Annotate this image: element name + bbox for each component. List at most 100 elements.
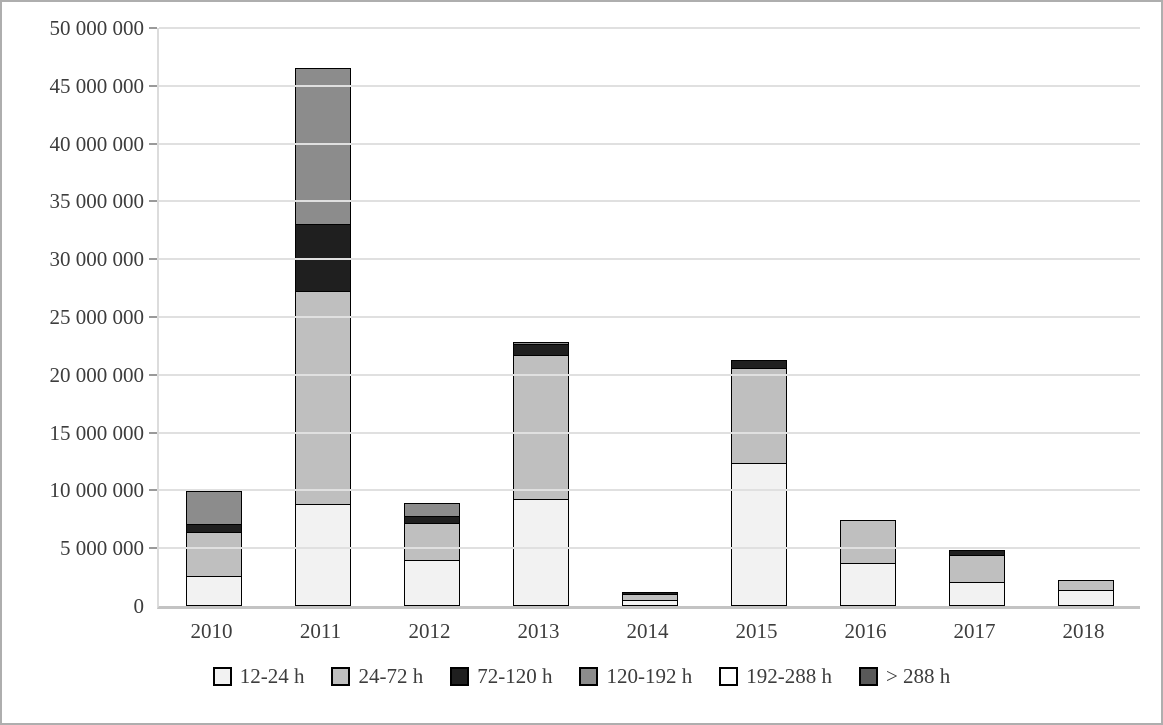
y-tick-label: 10 000 000 <box>49 478 145 503</box>
legend-swatch <box>579 667 599 686</box>
x-tick-label: 2012 <box>408 619 451 643</box>
bar-segment <box>512 355 569 500</box>
y-tick <box>149 431 157 434</box>
x-tick-label: 2017 <box>953 619 996 643</box>
x-axis: 2010 2011 2012 2013 2014 2015 2016 2017 2018 <box>157 619 1138 644</box>
legend-swatch <box>858 667 878 686</box>
y-tick-label: 30 000 000 <box>49 247 145 272</box>
bar-segment <box>294 504 351 606</box>
stacked-bar <box>948 550 1005 606</box>
x-tick-label: 2014 <box>626 619 669 643</box>
bar-column <box>813 28 922 606</box>
plot-area <box>149 27 1140 609</box>
y-tick-label: 25 000 000 <box>49 305 145 329</box>
y-tick-label: 0 <box>133 594 145 618</box>
legend-item: 24-72 h <box>331 664 423 689</box>
gridline <box>159 200 1140 203</box>
x-tick-label: 2016 <box>844 619 887 643</box>
y-tick <box>149 27 157 29</box>
x-tick-label: 2011 <box>299 619 342 643</box>
legend-swatch <box>450 667 470 686</box>
gridline <box>159 316 1140 318</box>
bar-segment <box>294 68 351 226</box>
gridline <box>159 547 1140 550</box>
bar-column <box>268 28 377 606</box>
y-tick <box>149 84 157 87</box>
legend-label: 24-72 h <box>358 664 424 688</box>
legend-label: 192-288 h <box>746 664 832 688</box>
bar-column <box>922 28 1031 606</box>
legend-label: 12-24 h <box>239 664 305 688</box>
bar-column <box>704 28 813 606</box>
y-tick-label: 50 000 000 <box>49 16 145 40</box>
bar-segment <box>948 581 1005 606</box>
bar-segment <box>403 559 460 606</box>
bar-column <box>1031 28 1140 606</box>
gridline <box>159 142 1140 145</box>
y-tick <box>149 373 157 376</box>
y-tick <box>149 258 157 261</box>
stacked-bar <box>1057 579 1114 606</box>
y-tick <box>149 489 157 492</box>
y-tick-label: 35 000 000 <box>49 189 145 214</box>
gridline <box>159 431 1140 434</box>
legend-item: 72-120 h <box>450 664 552 689</box>
y-tick-label: 15 000 000 <box>49 420 145 445</box>
legend-swatch <box>719 667 739 686</box>
legend-item: 12-24 h <box>212 664 305 689</box>
bar-segment <box>185 491 242 525</box>
y-tick <box>149 547 157 550</box>
bar-column <box>377 28 486 606</box>
bar-segment <box>839 520 896 565</box>
y-tick-label: 5 000 000 <box>60 536 144 561</box>
legend: 12-24 h 24-72 h 72-120 h 120-192 h 192-288 h… <box>2 664 1161 689</box>
legend-label: > 288 h <box>885 664 951 688</box>
gridline <box>159 258 1140 261</box>
y-tick-label: 45 000 000 <box>49 73 145 98</box>
y-axis: 50 000 000 45 000 000 40 000 000 35 000 000… <box>2 16 145 618</box>
stacked-bar <box>185 491 242 606</box>
gridline <box>159 489 1140 492</box>
bar-segment <box>1057 589 1114 606</box>
stacked-bar <box>403 502 460 606</box>
bar-segment <box>403 523 460 561</box>
y-tick-label: 40 000 000 <box>49 131 145 156</box>
gridline <box>159 27 1140 29</box>
x-tick-label: 2010 <box>190 619 233 643</box>
legend-item: > 288 h <box>858 664 951 689</box>
legend-item: 192-288 h <box>719 664 832 689</box>
bar-column <box>159 28 268 606</box>
bar-segment <box>403 502 460 517</box>
stacked-bar <box>621 591 678 606</box>
bar-segment <box>294 291 351 506</box>
x-tick-label: 2013 <box>517 619 560 643</box>
y-tick <box>149 142 157 145</box>
stacked-bar <box>294 68 351 606</box>
y-tick <box>149 200 157 203</box>
x-tick-label: 2015 <box>735 619 778 643</box>
legend-item: 120-192 h <box>579 664 692 689</box>
bar-segment <box>185 575 242 606</box>
bar-segment <box>839 563 896 606</box>
stacked-bar <box>730 359 787 606</box>
bar-segment <box>730 367 787 464</box>
bar-segment <box>185 532 242 577</box>
legend-label: 72-120 h <box>477 664 553 688</box>
legend-swatch <box>331 667 351 686</box>
stacked-bar <box>839 520 896 606</box>
bar-segment <box>621 600 678 606</box>
gridline <box>159 373 1140 376</box>
bar-segment <box>730 462 787 606</box>
gridline <box>159 84 1140 87</box>
stacked-bar <box>512 342 569 606</box>
bars-container <box>159 28 1140 606</box>
bar-segment <box>512 498 569 606</box>
bar-column <box>486 28 595 606</box>
bar-segment <box>948 555 1005 583</box>
y-tick <box>149 316 157 318</box>
legend-label: 120-192 h <box>606 664 693 688</box>
bar-column <box>595 28 704 606</box>
x-tick-label: 2018 <box>1062 619 1105 643</box>
legend-swatch <box>212 667 232 686</box>
